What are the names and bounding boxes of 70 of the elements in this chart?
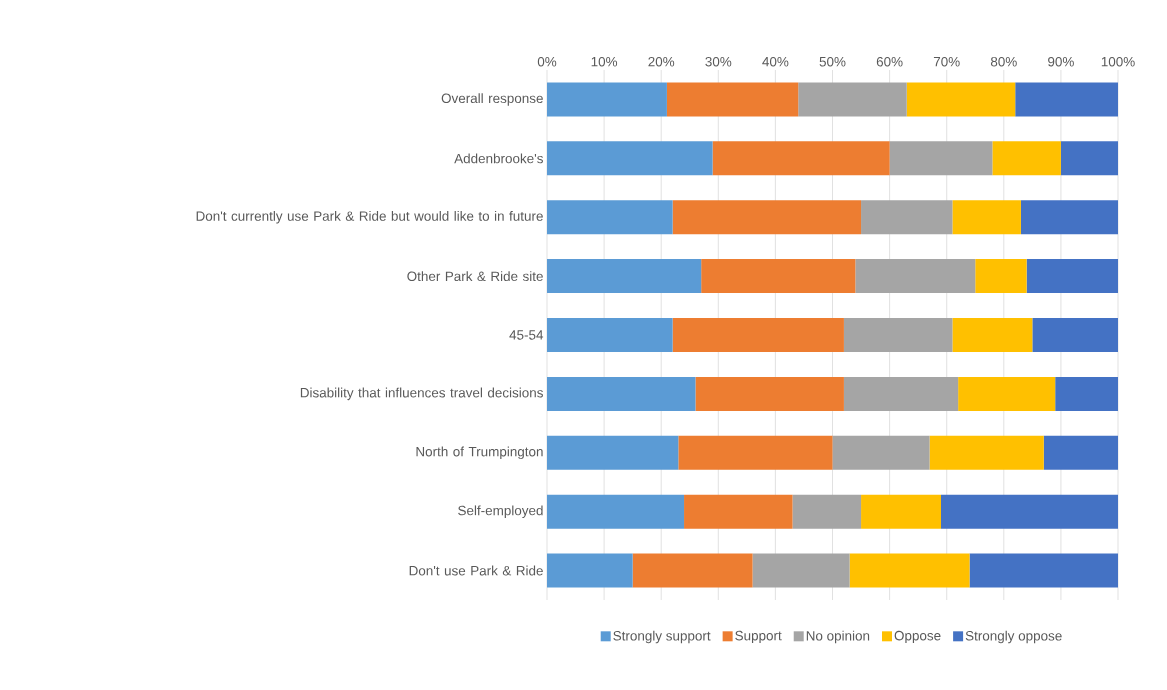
bar	[843, 376, 959, 411]
y-tick-label: Self-employed	[458, 505, 543, 518]
bar	[547, 259, 702, 294]
bar	[1026, 259, 1119, 294]
bar	[969, 553, 1119, 588]
y-tick-label: Don't use Park & Ride	[409, 565, 543, 576]
legend-label: Oppose	[894, 630, 941, 644]
bar	[752, 553, 850, 588]
x-tick-label: 0%	[537, 56, 557, 67]
x-tick-label: 50%	[819, 56, 846, 67]
y-tick-label: Disability that influences travel decisions	[300, 387, 543, 401]
y-tick-label: Addenbrooke's	[454, 153, 543, 164]
bar	[952, 200, 1021, 235]
bar	[929, 435, 1044, 470]
legend-label: Support	[735, 630, 782, 644]
bar	[678, 435, 833, 470]
bar	[672, 318, 844, 352]
legend-label: Strongly support	[613, 630, 711, 644]
bar	[701, 259, 856, 294]
bar	[547, 376, 696, 411]
bar	[1015, 82, 1119, 117]
legend-label: Strongly oppose	[965, 630, 1062, 644]
x-tick-label: 100%	[1101, 56, 1135, 67]
legend-label: No opinion	[806, 630, 870, 644]
bar	[547, 200, 673, 235]
bar	[547, 318, 673, 352]
bar	[792, 494, 862, 529]
bar	[547, 494, 685, 529]
y-tick-label: Other Park & Ride site	[407, 271, 543, 282]
bar	[975, 259, 1027, 294]
bar	[547, 141, 713, 176]
bar	[832, 435, 930, 470]
x-tick-label: 20%	[648, 56, 675, 67]
bar	[712, 141, 890, 176]
y-tick-label: Don't currently use Park & Ride but would like to in future	[196, 210, 543, 224]
bar	[906, 82, 1016, 117]
bar	[941, 494, 1119, 529]
bar	[547, 82, 667, 117]
bar	[1060, 141, 1119, 176]
x-tick-label: 10%	[591, 56, 618, 67]
bar	[632, 553, 753, 588]
bar	[666, 82, 799, 117]
x-tick-label: 80%	[990, 56, 1017, 67]
x-tick-label: 40%	[762, 56, 789, 67]
y-tick-label: Overall response	[441, 93, 543, 106]
bar	[684, 494, 793, 529]
y-tick-label: 45-54	[509, 330, 544, 340]
bar	[843, 318, 953, 352]
bar	[861, 200, 953, 235]
x-tick-label: 70%	[933, 56, 960, 67]
bar	[547, 435, 679, 470]
bar	[1032, 318, 1119, 352]
bar	[672, 200, 862, 235]
bar	[855, 259, 976, 294]
bar	[958, 376, 1056, 411]
bar	[861, 494, 941, 529]
y-tick-label: North of Trumpington	[416, 446, 543, 460]
x-tick-label: 60%	[876, 56, 903, 67]
bar	[1020, 200, 1119, 235]
bar	[695, 376, 844, 411]
bar	[1043, 435, 1119, 470]
bar	[1055, 376, 1119, 411]
bar	[992, 141, 1061, 176]
bar	[849, 553, 970, 588]
bar	[952, 318, 1033, 352]
x-tick-label: 30%	[705, 56, 732, 67]
bar	[798, 82, 907, 117]
bar	[547, 553, 633, 588]
bar	[889, 141, 993, 176]
x-tick-label: 90%	[1048, 56, 1074, 67]
